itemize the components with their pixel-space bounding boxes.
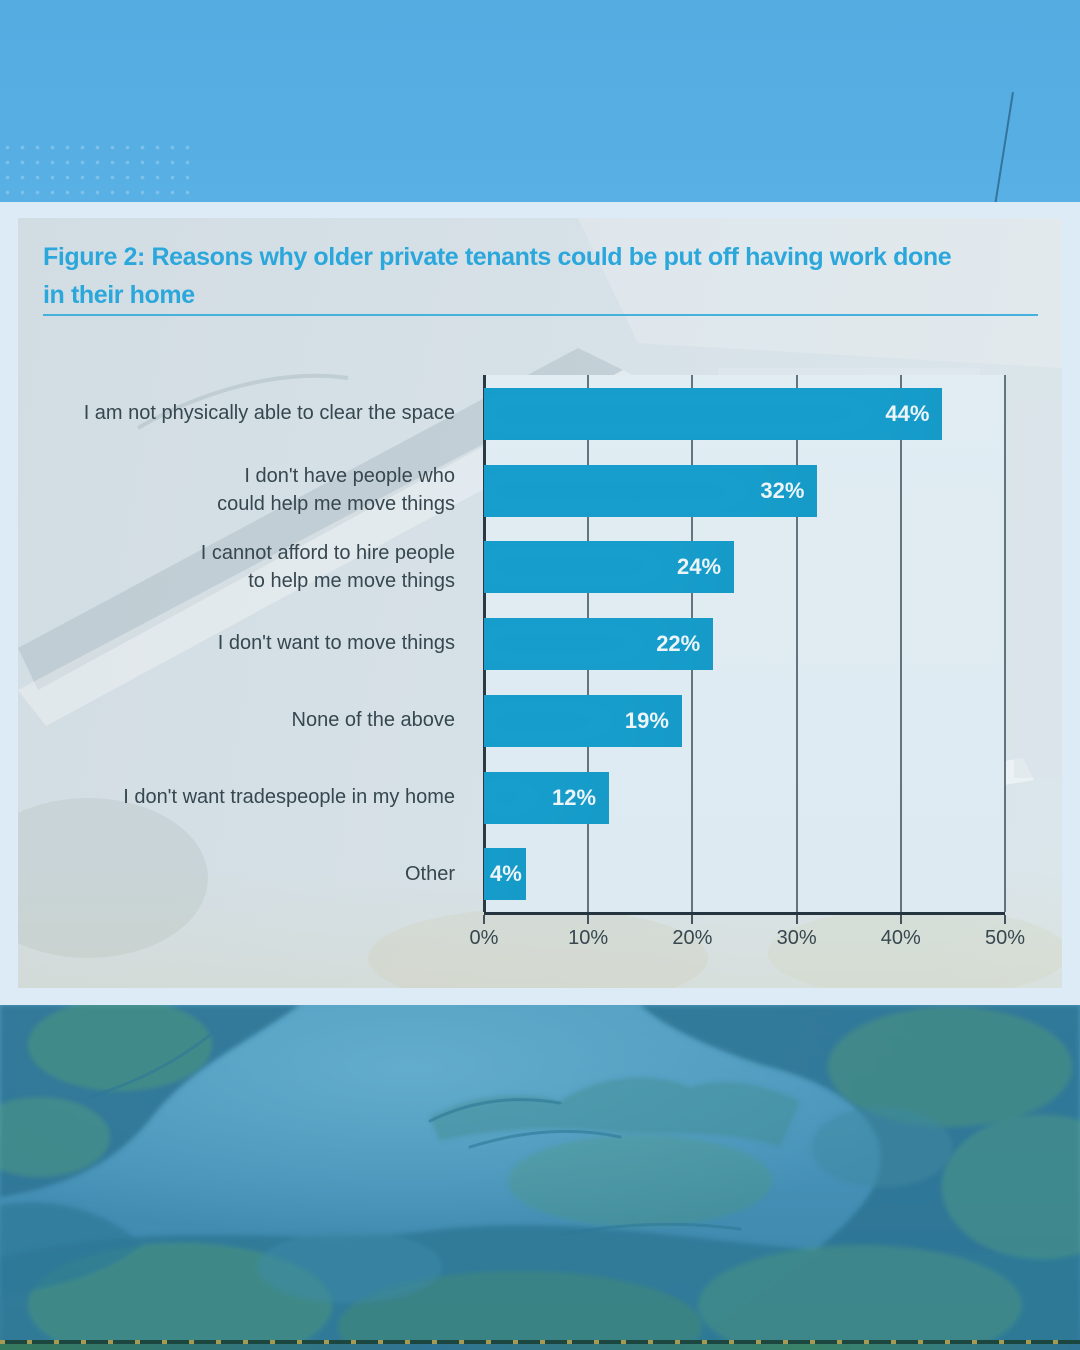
tick-mark-10% — [587, 915, 590, 924]
figure-title-line1: Figure 2: Reasons why older private tena… — [43, 243, 952, 271]
bar-32%: 32% — [484, 464, 818, 517]
category-label: I don't want to move things — [217, 632, 455, 655]
gridline-30% — [795, 375, 798, 912]
bar-cell: 32% — [484, 452, 1005, 529]
category-label: None of the above — [291, 709, 455, 732]
tick-mark-20% — [691, 915, 694, 924]
figure-title: Figure 2: Reasons why older private tena… — [43, 238, 1048, 314]
category-label: I cannot afford to hire people to help me… — [200, 541, 455, 592]
bar-cell: 12% — [484, 759, 1005, 836]
category-cell: I am not physically able to clear the sp… — [18, 375, 484, 452]
bar-cell: 24% — [484, 528, 1005, 605]
axis-tick-label-0%: 0% — [469, 927, 499, 949]
gridline-50% — [1004, 375, 1006, 912]
category-label: Other — [404, 862, 455, 885]
foliage-illustration — [0, 1005, 1080, 1350]
tick-mark-50% — [1004, 915, 1006, 924]
tick-mark-40% — [899, 915, 902, 924]
bar-value-label: 24% — [677, 554, 722, 580]
bar-22%: 22% — [484, 618, 714, 671]
figure-panel: Figure 2: Reasons why older private tena… — [18, 218, 1062, 988]
bar-44%: 44% — [484, 388, 943, 440]
foliage-photo-band: Independent Age — [0, 1005, 1080, 1350]
halftone-dots-decoration — [0, 140, 190, 202]
bar-chart: 0% 10% 20% 30% 40% 50% I am not physically ab… — [18, 375, 1062, 988]
category-cell: Other — [18, 835, 484, 912]
bar-value-label: 32% — [760, 477, 805, 503]
bar-value-label: 44% — [885, 401, 930, 426]
gridline-40% — [899, 375, 902, 912]
bar-cell: 4% — [484, 835, 1005, 912]
bar-cell: 19% — [484, 682, 1005, 759]
tick-mark-0% — [483, 915, 485, 924]
category-cell: None of the above — [18, 682, 484, 759]
bar-cell: 22% — [484, 605, 1005, 682]
category-label: I don't want tradespeople in my home — [123, 785, 455, 808]
bar-value-label: 12% — [551, 784, 597, 810]
photo-bottom-edge2 — [0, 1344, 1080, 1350]
bar-cell: 44% — [484, 375, 1005, 452]
photo-bottom-edge — [0, 1340, 1080, 1344]
category-label: I don't have people who could help me mov… — [217, 465, 455, 516]
bar-value-label: 19% — [624, 707, 669, 733]
bar-19%: 19% — [484, 694, 682, 747]
sky-background — [0, 0, 1080, 233]
category-cell: I don't want tradespeople in my home — [18, 759, 484, 836]
category-cell: I don't want to move things — [18, 605, 484, 682]
title-underline — [43, 314, 1038, 316]
axis-tick-label-30%: 30% — [776, 927, 817, 949]
axis-tick-label-10%: 10% — [568, 927, 609, 949]
axis-tick-label-40%: 40% — [880, 927, 921, 949]
category-cell: I cannot afford to hire people to help me… — [18, 528, 484, 605]
category-label: I am not physically able to clear the sp… — [83, 402, 455, 425]
tick-mark-30% — [795, 915, 798, 924]
bar-24%: 24% — [484, 541, 735, 594]
axis-tick-label-50%: 50% — [984, 927, 1026, 949]
axis-tick-label-20%: 20% — [672, 927, 713, 949]
category-cell: I don't have people who could help me mov… — [18, 452, 484, 529]
bar-4%: 4% — [484, 848, 526, 901]
figure-title-line2: in their home — [43, 281, 195, 309]
bar-12%: 12% — [484, 771, 610, 824]
bar-value-label: 22% — [656, 631, 701, 657]
chart-rows: I am not physically able to clear the sp… — [18, 375, 1005, 912]
bar-value-label: 4% — [490, 861, 522, 887]
